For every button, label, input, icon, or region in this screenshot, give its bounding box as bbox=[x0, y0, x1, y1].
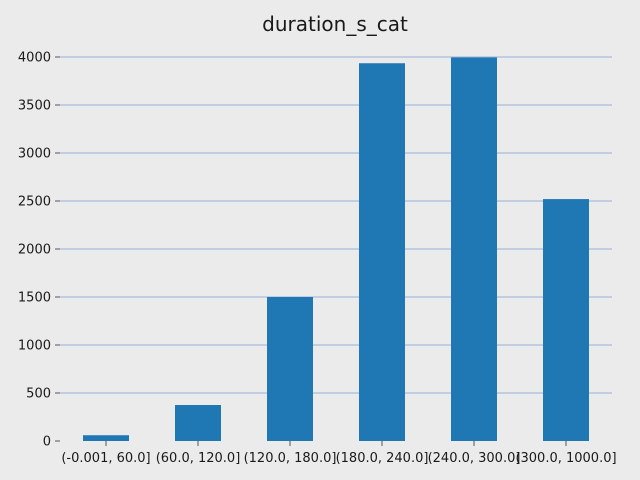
bar bbox=[359, 63, 405, 442]
y-tick-label: 1500 bbox=[18, 291, 51, 306]
bar bbox=[543, 199, 589, 441]
gridlines bbox=[60, 56, 612, 394]
x-tick-label: (180.0, 240.0] bbox=[336, 451, 429, 466]
axes: 0 500 1000 1500 2000 2500 3000 3500 4000 (-0.001,… bbox=[18, 51, 617, 467]
x-tick-label: (-0.001, 60.0] bbox=[61, 451, 150, 466]
y-tick-label: 3000 bbox=[18, 147, 51, 162]
y-tick-label: 4000 bbox=[18, 51, 51, 66]
bar bbox=[267, 297, 313, 441]
y-tick-label: 500 bbox=[26, 387, 51, 402]
bar bbox=[83, 435, 129, 441]
x-tick-label: (120.0, 180.0] bbox=[244, 451, 337, 466]
x-tick-label: (300.0, 1000.0] bbox=[515, 451, 616, 466]
y-tick-label: 2500 bbox=[18, 195, 51, 210]
bar bbox=[451, 57, 497, 441]
bar bbox=[175, 405, 221, 441]
y-tick-label: 3500 bbox=[18, 99, 51, 114]
bars bbox=[83, 57, 589, 442]
x-tick-label: (60.0, 120.0] bbox=[156, 451, 241, 466]
y-tick-label: 1000 bbox=[18, 339, 51, 354]
chart-title: duration_s_cat bbox=[262, 12, 408, 36]
y-tick-label: 2000 bbox=[18, 243, 51, 258]
x-tick-label: (240.0, 300.0] bbox=[428, 451, 521, 466]
y-tick-label: 0 bbox=[43, 435, 51, 450]
